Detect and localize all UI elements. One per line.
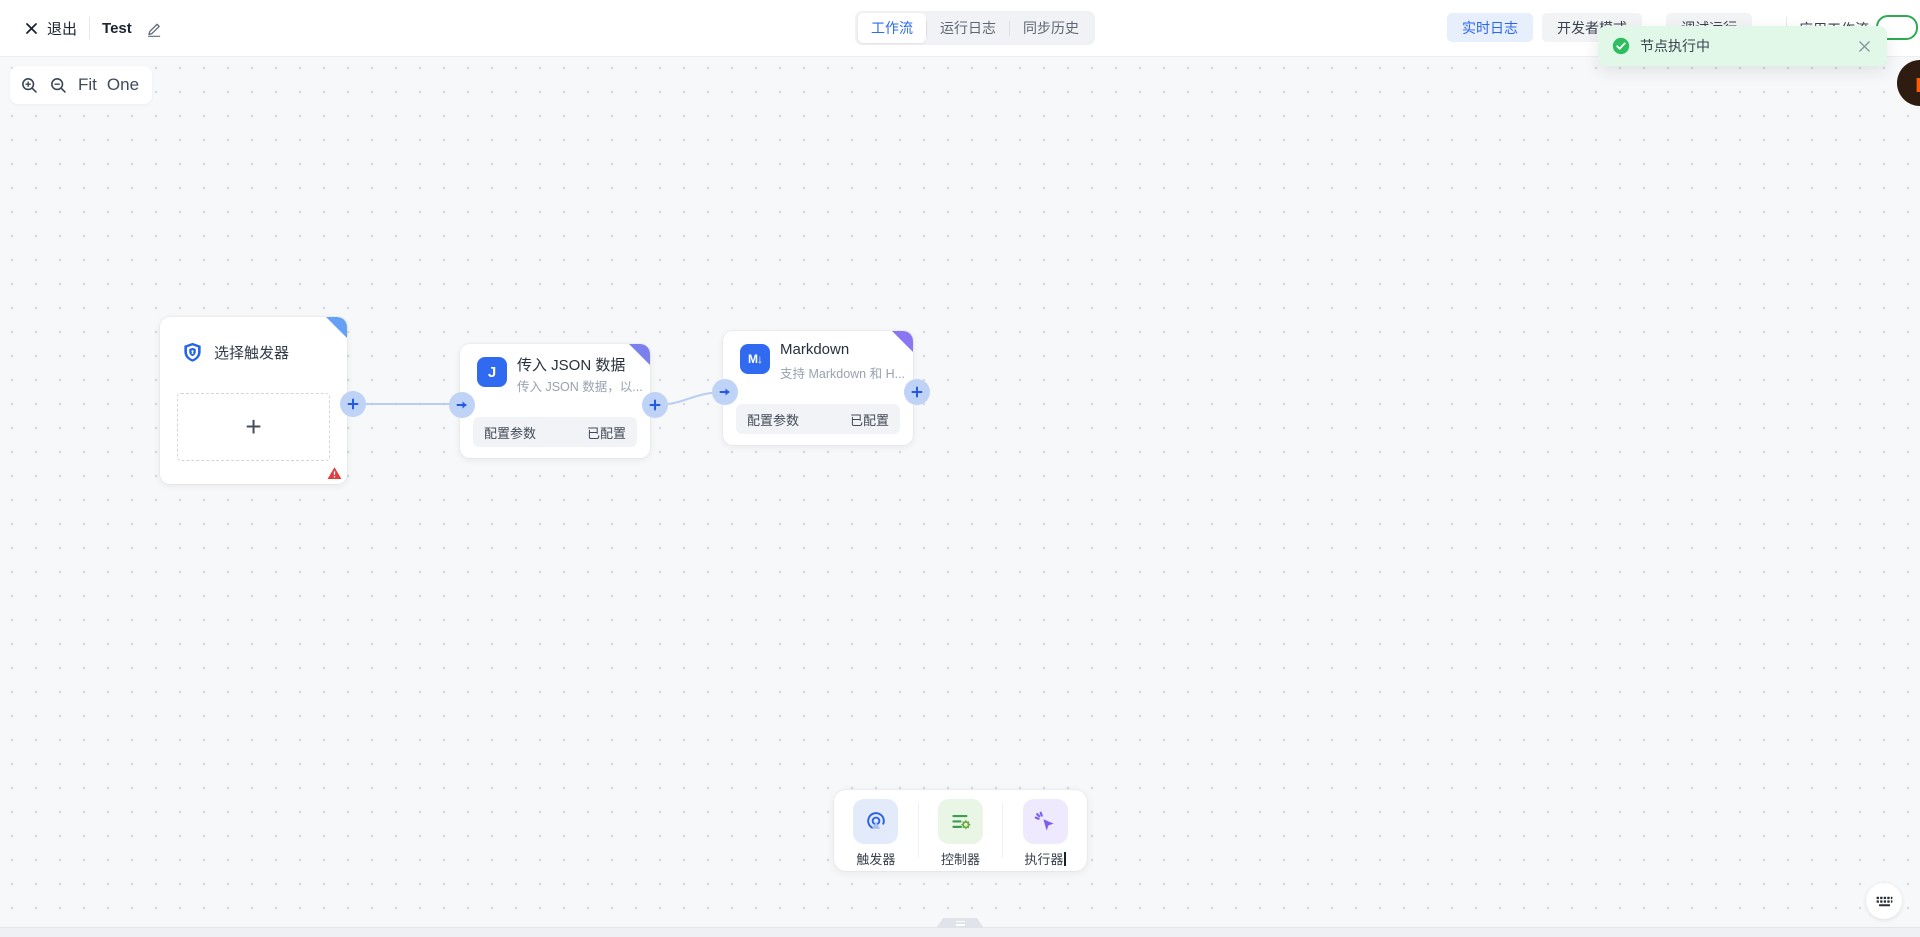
status-badge: 已配置 xyxy=(849,412,889,428)
json-node-icon: J xyxy=(477,357,507,387)
toast-notification: 节点执行中 xyxy=(1598,26,1887,66)
text-caret xyxy=(1064,851,1066,866)
tab-workflow[interactable]: 工作流 xyxy=(858,13,926,43)
node-corner-fold xyxy=(629,344,650,365)
node-title: 传入 JSON 数据 xyxy=(517,357,626,374)
node-title: 选择触发器 xyxy=(214,345,290,362)
zoom-in-button[interactable] xyxy=(18,74,41,97)
palette-label: 触发器 xyxy=(856,852,896,867)
zoom-out-icon xyxy=(49,76,68,95)
avatar-initial: r xyxy=(1914,67,1920,98)
config-params-label: 配置参数 xyxy=(747,412,800,428)
zoom-toolbar: Fit One xyxy=(10,66,152,104)
controller-list-icon xyxy=(938,799,983,844)
toast-close-icon[interactable] xyxy=(1856,38,1873,55)
warning-icon xyxy=(327,466,342,480)
view-tabs: 工作流 运行日志 同步历史 xyxy=(855,11,1095,45)
success-check-icon xyxy=(1612,37,1630,55)
zoom-out-button[interactable] xyxy=(47,74,70,97)
output-port-plus-icon[interactable] xyxy=(340,391,366,417)
realtime-log-button[interactable]: 实时日志 xyxy=(1447,13,1533,42)
node-subtitle: 支持 Markdown 和 H... xyxy=(780,367,906,381)
zoom-in-icon xyxy=(20,76,39,95)
palette-item-controller[interactable]: 控制器 xyxy=(919,790,1003,871)
tab-run-log[interactable]: 运行日志 xyxy=(927,13,1009,43)
tab-sync-history[interactable]: 同步历史 xyxy=(1010,13,1092,43)
toast-message: 节点执行中 xyxy=(1640,38,1710,54)
palette-label: 执行器 xyxy=(1024,849,1066,868)
add-trigger-button[interactable]: + xyxy=(177,393,330,461)
trigger-broadcast-icon xyxy=(853,799,899,844)
tab-divider xyxy=(1009,20,1010,36)
edit-title-button[interactable] xyxy=(144,18,165,39)
status-badge: 已配置 xyxy=(586,425,626,441)
palette-item-trigger[interactable]: 触发器 xyxy=(834,790,918,871)
node-json-input[interactable]: J 传入 JSON 数据 传入 JSON 数据，以... 配置参数 已配置 xyxy=(449,344,668,458)
executor-click-icon xyxy=(1022,799,1068,844)
node-config-bar[interactable]: 配置参数 已配置 xyxy=(473,417,637,447)
tab-divider xyxy=(926,20,927,36)
output-port-plus-icon[interactable] xyxy=(904,379,930,405)
palette-item-executor[interactable]: 执行器 xyxy=(1003,790,1087,871)
exit-label: 退出 xyxy=(47,20,78,38)
keyboard-shortcuts-button[interactable] xyxy=(1866,883,1902,919)
node-subtitle: 传入 JSON 数据，以... xyxy=(517,380,643,394)
output-port-plus-icon[interactable] xyxy=(642,392,668,418)
bottom-panel-handle[interactable] xyxy=(936,918,984,928)
keyboard-icon xyxy=(1875,895,1894,908)
node-config-bar[interactable]: 配置参数 已配置 xyxy=(736,404,900,434)
node-corner-fold xyxy=(892,331,913,352)
palette-divider xyxy=(917,803,919,858)
exit-button[interactable]: 退出 xyxy=(24,18,77,39)
node-corner-fold xyxy=(326,317,347,338)
divider xyxy=(89,17,91,39)
markdown-node-icon: M↓ xyxy=(740,344,770,374)
plus-label: + xyxy=(245,411,262,442)
node-trigger[interactable]: 选择触发器 + xyxy=(160,317,366,484)
input-port-arrow-icon[interactable] xyxy=(712,379,738,405)
shield-icon xyxy=(181,341,204,364)
close-icon xyxy=(24,21,39,36)
zoom-one-button[interactable]: One xyxy=(106,75,140,94)
page-title: Test xyxy=(102,19,132,37)
palette-label: 控制器 xyxy=(941,852,981,867)
pencil-icon xyxy=(146,20,163,37)
input-port-arrow-icon[interactable] xyxy=(449,392,475,418)
node-markdown[interactable]: M↓ Markdown 支持 Markdown 和 H... 配置参数 已配置 xyxy=(712,331,930,445)
node-title: Markdown xyxy=(780,341,850,358)
bottom-panel-strip xyxy=(0,927,1920,937)
config-params-label: 配置参数 xyxy=(484,425,537,441)
user-avatar[interactable]: r xyxy=(1897,60,1920,106)
node-palette: 触发器 控制器 执行器 xyxy=(834,790,1087,871)
zoom-fit-button[interactable]: Fit xyxy=(78,75,97,94)
palette-divider xyxy=(1002,803,1004,858)
